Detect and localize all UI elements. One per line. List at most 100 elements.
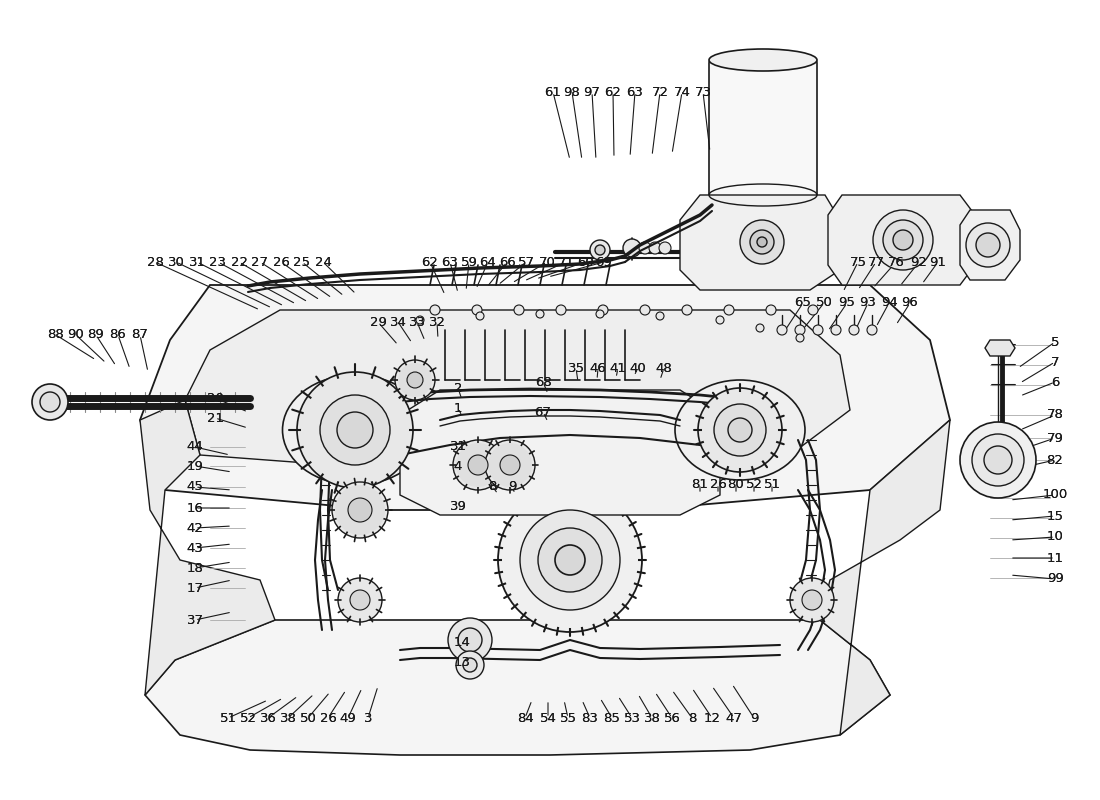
- Text: 60: 60: [576, 255, 593, 269]
- Text: 77: 77: [868, 255, 884, 269]
- Text: 9: 9: [750, 711, 758, 725]
- Text: 63: 63: [627, 86, 644, 98]
- Text: 44: 44: [187, 441, 204, 454]
- Text: 9: 9: [508, 479, 516, 493]
- Circle shape: [808, 305, 818, 315]
- Text: 66: 66: [498, 255, 516, 269]
- Text: 48: 48: [656, 362, 672, 374]
- Text: 70: 70: [539, 255, 556, 269]
- Text: 15: 15: [1046, 510, 1064, 522]
- Text: 76: 76: [888, 255, 904, 269]
- Circle shape: [813, 325, 823, 335]
- Text: 2: 2: [453, 382, 462, 394]
- Text: 94: 94: [881, 297, 898, 310]
- Text: 63: 63: [441, 255, 459, 269]
- Text: 75: 75: [849, 255, 867, 269]
- Text: 60: 60: [576, 255, 593, 269]
- Text: 3: 3: [364, 711, 372, 725]
- Text: 76: 76: [888, 255, 904, 269]
- Text: 26: 26: [710, 478, 726, 490]
- Circle shape: [453, 440, 503, 490]
- Ellipse shape: [675, 380, 805, 480]
- Text: 97: 97: [584, 86, 601, 98]
- Text: 88: 88: [47, 329, 65, 342]
- Text: 2: 2: [453, 382, 462, 394]
- Text: 7: 7: [1050, 355, 1059, 369]
- Text: 61: 61: [544, 86, 561, 98]
- Text: 35: 35: [568, 362, 584, 374]
- Circle shape: [777, 325, 786, 335]
- Text: 21: 21: [207, 411, 223, 425]
- Text: 50: 50: [815, 297, 833, 310]
- Text: 83: 83: [582, 711, 598, 725]
- Text: 99: 99: [1046, 573, 1064, 586]
- Text: 72: 72: [651, 86, 669, 98]
- Text: 98: 98: [563, 86, 581, 98]
- Text: 77: 77: [868, 255, 884, 269]
- Text: 18: 18: [187, 562, 204, 574]
- Text: 40: 40: [629, 362, 647, 374]
- Circle shape: [448, 618, 492, 662]
- Circle shape: [520, 510, 620, 610]
- Text: 74: 74: [673, 86, 691, 98]
- Text: 12: 12: [704, 711, 720, 725]
- Text: 87: 87: [132, 329, 148, 342]
- Text: 71: 71: [558, 255, 574, 269]
- Circle shape: [472, 305, 482, 315]
- Text: 37: 37: [187, 614, 204, 626]
- Text: 41: 41: [609, 362, 626, 374]
- Text: 97: 97: [584, 86, 601, 98]
- Text: 44: 44: [187, 441, 204, 454]
- Text: 38: 38: [279, 711, 296, 725]
- Text: 92: 92: [911, 255, 927, 269]
- Text: 9: 9: [508, 479, 516, 493]
- Text: 52: 52: [746, 478, 762, 490]
- Text: 89: 89: [88, 329, 104, 342]
- Text: 53: 53: [624, 711, 640, 725]
- Text: 51: 51: [763, 478, 781, 490]
- Text: 39: 39: [450, 499, 466, 513]
- Text: 26: 26: [710, 478, 726, 490]
- Text: 69: 69: [595, 255, 613, 269]
- Text: 62: 62: [421, 255, 439, 269]
- Text: 8: 8: [487, 479, 496, 493]
- Text: 95: 95: [838, 297, 856, 310]
- Text: 12: 12: [704, 711, 720, 725]
- Text: 29: 29: [370, 315, 386, 329]
- Text: 32: 32: [429, 315, 446, 329]
- Text: 67: 67: [535, 406, 551, 418]
- Text: 64: 64: [480, 255, 496, 269]
- Text: 90: 90: [67, 329, 85, 342]
- Text: 63: 63: [627, 86, 644, 98]
- Text: 49: 49: [340, 711, 356, 725]
- Text: 68: 68: [535, 375, 551, 389]
- Text: 24: 24: [315, 255, 331, 269]
- Text: 31: 31: [188, 255, 206, 269]
- Text: 29: 29: [370, 315, 386, 329]
- Text: 52: 52: [240, 711, 256, 725]
- Ellipse shape: [710, 49, 817, 71]
- Text: 86: 86: [110, 329, 126, 342]
- Circle shape: [458, 628, 482, 652]
- Text: 59: 59: [461, 255, 477, 269]
- Text: 8: 8: [487, 479, 496, 493]
- Text: 56: 56: [663, 711, 681, 725]
- Text: 41: 41: [609, 362, 626, 374]
- Circle shape: [556, 305, 566, 315]
- Text: 42: 42: [187, 522, 204, 534]
- Circle shape: [297, 372, 412, 488]
- Text: 78: 78: [1046, 409, 1064, 422]
- Text: 32: 32: [429, 315, 446, 329]
- Text: 43: 43: [187, 542, 204, 554]
- Text: 1: 1: [453, 402, 462, 414]
- Circle shape: [757, 237, 767, 247]
- Text: 13: 13: [453, 655, 471, 669]
- Polygon shape: [680, 195, 840, 290]
- Text: 99: 99: [1046, 573, 1064, 586]
- Circle shape: [830, 325, 842, 335]
- Text: 42: 42: [187, 522, 204, 534]
- Circle shape: [728, 418, 752, 442]
- Circle shape: [766, 305, 775, 315]
- Circle shape: [395, 360, 434, 400]
- Text: 92: 92: [911, 255, 927, 269]
